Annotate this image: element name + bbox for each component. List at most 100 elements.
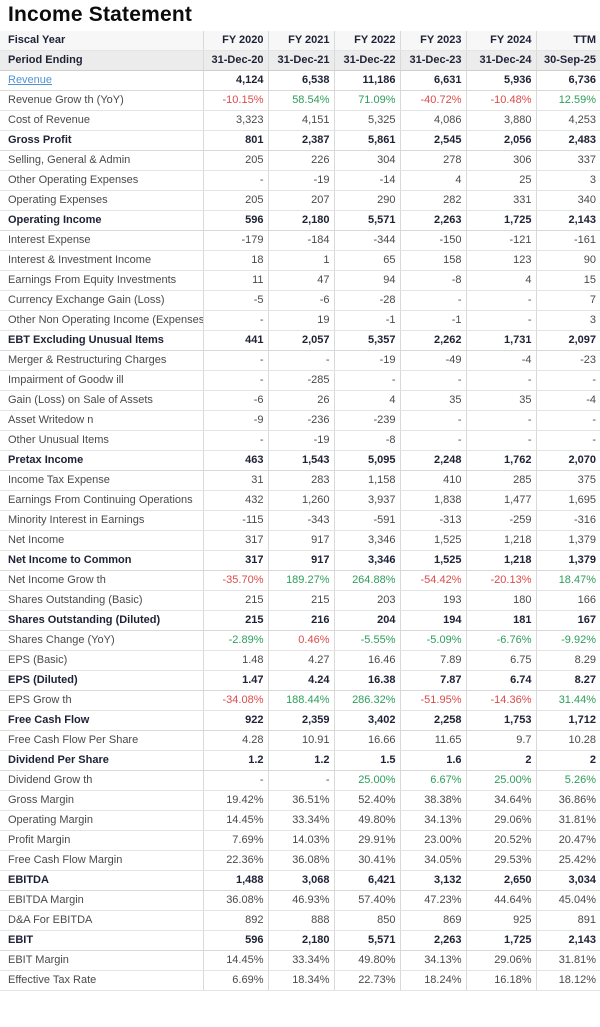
row-label: Earnings From Continuing Operations: [0, 490, 203, 512]
table-row: Free Cash Flow Margin 22.36% 36.08% 30.41% 3…: [0, 850, 600, 872]
value-cell: 2,056: [465, 130, 536, 152]
value-cell: 6,631: [399, 70, 466, 92]
period-ending-header: 31-Dec-20: [202, 50, 268, 72]
value-cell: -6.76%: [465, 630, 536, 652]
value-cell: 2,180: [267, 930, 334, 952]
value-cell: 4.27: [267, 650, 334, 672]
value-cell: 0.46%: [267, 630, 334, 652]
row-label: Other Unusual Items: [0, 430, 203, 452]
value-cell: 47: [267, 270, 334, 292]
value-cell: 282: [399, 190, 466, 212]
value-cell: 432: [202, 490, 268, 512]
value-cell: 189.27%: [267, 570, 334, 592]
value-cell: 29.53%: [465, 850, 536, 872]
value-cell: 49.80%: [333, 950, 400, 972]
row-label: Impairment of Goodw ill: [0, 370, 203, 392]
row-label: EPS (Diluted): [0, 670, 203, 692]
value-cell: 1,725: [465, 210, 536, 232]
value-cell: 922: [202, 710, 268, 732]
value-cell: -8: [399, 270, 466, 292]
table-row: Dividend Per Share 1.2 1.2 1.5 1.6 2 2: [0, 750, 600, 772]
value-cell: -161: [535, 230, 600, 252]
value-cell: 2,248: [399, 450, 466, 472]
value-cell: -: [465, 290, 536, 312]
value-cell: 4: [465, 270, 536, 292]
value-cell: 20.47%: [535, 830, 600, 852]
value-cell: 375: [535, 470, 600, 492]
table-row: Free Cash Flow 922 2,359 3,402 2,258 1,753 1,7…: [0, 710, 600, 732]
table-row: Minority Interest in Earnings -115 -343 -59…: [0, 510, 600, 532]
value-cell: 34.13%: [399, 950, 466, 972]
row-label: Merger & Restructuring Charges: [0, 350, 203, 372]
value-cell: 1.2: [202, 750, 268, 772]
value-cell: 869: [399, 910, 466, 932]
value-cell: -19: [333, 350, 400, 372]
table-row: Cost of Revenue 3,323 4,151 5,325 4,086 3,880…: [0, 110, 600, 132]
row-label: EBITDA: [0, 870, 203, 892]
table-row: Pretax Income 463 1,543 5,095 2,248 1,762 2,07…: [0, 450, 600, 472]
value-cell: -19: [267, 170, 334, 192]
value-cell: 4: [333, 390, 400, 412]
value-cell: 3: [535, 170, 600, 192]
value-cell: 1,477: [465, 490, 536, 512]
value-cell: 2,263: [399, 930, 466, 952]
value-cell: 188.44%: [267, 690, 334, 712]
value-cell: 25.00%: [333, 770, 400, 792]
table-row: EBITDA Margin 36.08% 46.93% 57.40% 47.23% 44.…: [0, 890, 600, 912]
value-cell: 215: [202, 610, 268, 632]
value-cell: 6,538: [267, 70, 334, 92]
value-cell: 2,262: [399, 330, 466, 352]
value-cell: 49.80%: [333, 810, 400, 832]
value-cell: 331: [465, 190, 536, 212]
row-label: EBIT Margin: [0, 950, 203, 972]
row-label: EPS Grow th: [0, 690, 203, 712]
value-cell: 52.40%: [333, 790, 400, 812]
value-cell: 1,218: [465, 550, 536, 572]
value-cell: 167: [535, 610, 600, 632]
value-cell: 3,402: [333, 710, 400, 732]
value-cell: -: [465, 410, 536, 432]
value-cell: -: [202, 370, 268, 392]
value-cell: 205: [202, 150, 268, 172]
value-cell: 194: [399, 610, 466, 632]
value-cell: 337: [535, 150, 600, 172]
value-cell: -49: [399, 350, 466, 372]
value-cell: 4,086: [399, 110, 466, 132]
row-label: Shares Outstanding (Diluted): [0, 610, 203, 632]
column-header: TTM: [535, 31, 600, 52]
value-cell: 203: [333, 590, 400, 612]
row-label: Minority Interest in Earnings: [0, 510, 203, 532]
value-cell: 215: [202, 590, 268, 612]
value-cell: 5,571: [333, 930, 400, 952]
revenue-link[interactable]: Revenue: [8, 74, 53, 87]
value-cell: 2,143: [535, 930, 600, 952]
value-cell: 205: [202, 190, 268, 212]
value-cell: 18.34%: [267, 970, 334, 992]
value-cell: -316: [535, 510, 600, 532]
value-cell: 285: [465, 470, 536, 492]
value-cell: 317: [202, 550, 268, 572]
value-cell: 14.45%: [202, 810, 268, 832]
value-cell: -236: [267, 410, 334, 432]
row-label: Gain (Loss) on Sale of Assets: [0, 390, 203, 412]
table-row: EPS (Diluted) 1.47 4.24 16.38 7.87 6.74 8.27: [0, 670, 600, 692]
value-cell: -115: [202, 510, 268, 532]
row-label: EBT Excluding Unusual Items: [0, 330, 203, 352]
table-row: EBIT 596 2,180 5,571 2,263 1,725 2,143: [0, 930, 600, 952]
table-row: Revenue Grow th (YoY) -10.15% 58.54% 71.09%…: [0, 90, 600, 112]
value-cell: 4,253: [535, 110, 600, 132]
table-row: Shares Outstanding (Diluted) 215 216 204 194…: [0, 610, 600, 632]
value-cell: 286.32%: [333, 690, 400, 712]
value-cell: 1,488: [202, 870, 268, 892]
value-cell: 1,218: [465, 530, 536, 552]
value-cell: 1,712: [535, 710, 600, 732]
value-cell: 25.00%: [465, 770, 536, 792]
table-row: EBIT Margin 14.45% 33.34% 49.80% 34.13% 29.06…: [0, 950, 600, 972]
value-cell: -5.55%: [333, 630, 400, 652]
value-cell: 264.88%: [333, 570, 400, 592]
value-cell: 1,762: [465, 450, 536, 472]
value-cell: 7.89: [399, 650, 466, 672]
value-cell: 6.75: [465, 650, 536, 672]
value-cell: 2,180: [267, 210, 334, 232]
value-cell: -: [267, 770, 334, 792]
